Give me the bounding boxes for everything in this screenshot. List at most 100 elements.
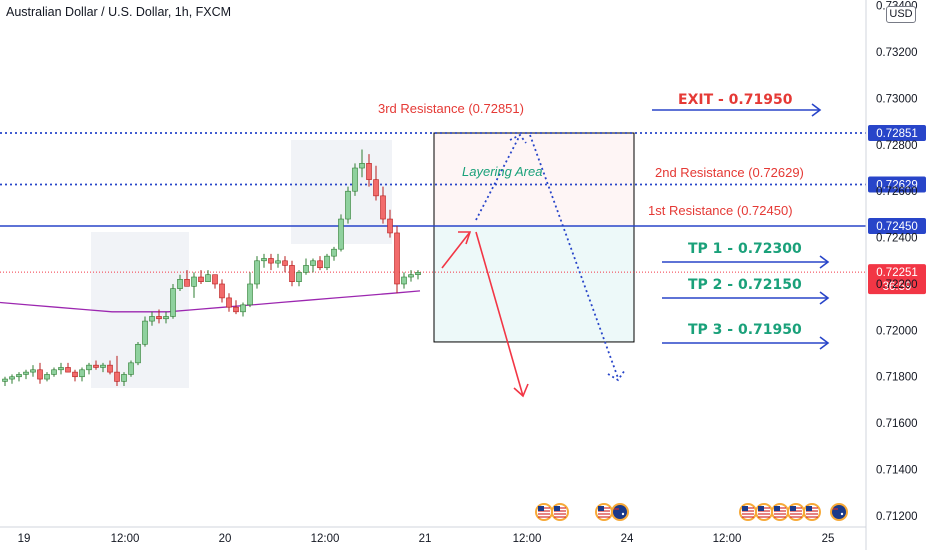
candle[interactable]	[100, 362, 106, 373]
target-zone	[433, 225, 635, 343]
usa-flag-icon[interactable]	[787, 503, 805, 521]
time-tick-label: 19	[18, 533, 31, 545]
candle[interactable]	[128, 360, 134, 377]
candle[interactable]	[114, 355, 120, 387]
candle[interactable]	[275, 253, 281, 268]
candle[interactable]	[387, 209, 393, 238]
candle[interactable]	[205, 270, 211, 282]
economic-events[interactable]	[535, 503, 848, 521]
candle[interactable]	[345, 186, 351, 224]
time-tick-label: 21	[419, 533, 432, 545]
candle[interactable]	[9, 374, 15, 384]
candle[interactable]	[324, 253, 330, 271]
candle[interactable]	[79, 367, 85, 382]
candle[interactable]	[107, 360, 113, 375]
usa-flag-icon[interactable]	[803, 503, 821, 521]
candlesticks[interactable]	[2, 149, 421, 387]
candle[interactable]	[289, 260, 295, 287]
candle[interactable]	[163, 311, 169, 324]
currency-badge[interactable]: USD	[886, 6, 916, 23]
candle-body	[212, 274, 218, 285]
candle[interactable]	[93, 360, 99, 370]
usa-flag-icon[interactable]	[551, 503, 569, 521]
candle[interactable]	[177, 274, 183, 291]
candle[interactable]	[394, 226, 400, 294]
price-tick-label: 0.71600	[876, 418, 918, 430]
candle[interactable]	[30, 365, 36, 377]
candle[interactable]	[317, 256, 323, 271]
candle-body	[415, 272, 421, 276]
candle[interactable]	[254, 256, 260, 289]
candle[interactable]	[401, 272, 407, 289]
candle[interactable]	[408, 270, 414, 282]
candle[interactable]	[51, 367, 57, 377]
price-tick-label: 0.73200	[876, 47, 918, 59]
candle[interactable]	[65, 362, 71, 373]
time-tick-label: 12:00	[713, 533, 742, 545]
candle-body	[72, 371, 78, 378]
target-label: TP 2 - 0.72150	[688, 277, 802, 293]
candle[interactable]	[58, 362, 64, 375]
candle[interactable]	[310, 258, 316, 273]
candle[interactable]	[198, 270, 204, 284]
layering-area-label: Layering Area	[462, 164, 542, 179]
candle[interactable]	[219, 279, 225, 303]
candle[interactable]	[121, 372, 127, 387]
usa-flag-icon[interactable]	[595, 503, 613, 521]
candle[interactable]	[44, 372, 50, 382]
usa-flag-icon[interactable]	[739, 503, 757, 521]
candle[interactable]	[240, 302, 246, 317]
candle[interactable]	[23, 369, 29, 380]
candle[interactable]	[149, 311, 155, 326]
candle[interactable]	[233, 300, 239, 315]
price-tick-label: 0.71800	[876, 372, 918, 384]
candle-body	[226, 297, 232, 308]
candle[interactable]	[247, 272, 253, 308]
candle[interactable]	[170, 283, 176, 319]
price-axis[interactable]: 0.728510.726290.724500.7225136:590.73400…	[865, 0, 926, 550]
candle[interactable]	[226, 293, 232, 312]
candle[interactable]	[331, 246, 337, 261]
candle[interactable]	[296, 270, 302, 287]
red-arrowhead	[458, 231, 472, 245]
candle[interactable]	[282, 256, 288, 273]
candle[interactable]	[86, 362, 92, 375]
usa-flag-icon[interactable]	[771, 503, 789, 521]
candle[interactable]	[184, 270, 190, 287]
candle-body	[142, 320, 148, 345]
candle-body	[296, 272, 302, 282]
candle-body	[275, 260, 281, 264]
candle[interactable]	[16, 372, 22, 382]
candle[interactable]	[338, 214, 344, 252]
candle[interactable]	[380, 186, 386, 224]
candle[interactable]	[366, 154, 372, 187]
candle[interactable]	[415, 270, 421, 280]
candle[interactable]	[303, 258, 309, 275]
time-axis[interactable]: 19 12:00 20 12:00 21 12:00 24 12:00 25	[0, 526, 866, 545]
candle[interactable]	[212, 274, 218, 289]
candle[interactable]	[72, 369, 78, 382]
candle[interactable]	[373, 165, 379, 201]
candle[interactable]	[191, 272, 197, 298]
event-face	[613, 505, 627, 519]
candle[interactable]	[2, 376, 8, 387]
candle-body	[191, 276, 197, 287]
australia-flag-icon[interactable]	[830, 503, 848, 521]
candle-body	[205, 274, 211, 282]
usa-flag-icon[interactable]	[535, 503, 553, 521]
australia-flag-icon[interactable]	[611, 503, 629, 521]
candle[interactable]	[156, 309, 162, 324]
candle[interactable]	[135, 341, 141, 366]
candle-body	[163, 316, 169, 320]
candle[interactable]	[359, 149, 365, 178]
candle-body	[303, 265, 309, 273]
candle-body	[289, 265, 295, 282]
candle[interactable]	[37, 362, 43, 384]
usa-flag-icon[interactable]	[755, 503, 773, 521]
time-tick-label: 24	[621, 533, 634, 545]
candle[interactable]	[261, 253, 267, 268]
candle[interactable]	[352, 163, 358, 196]
candle[interactable]	[268, 253, 274, 271]
candle[interactable]	[142, 316, 148, 347]
